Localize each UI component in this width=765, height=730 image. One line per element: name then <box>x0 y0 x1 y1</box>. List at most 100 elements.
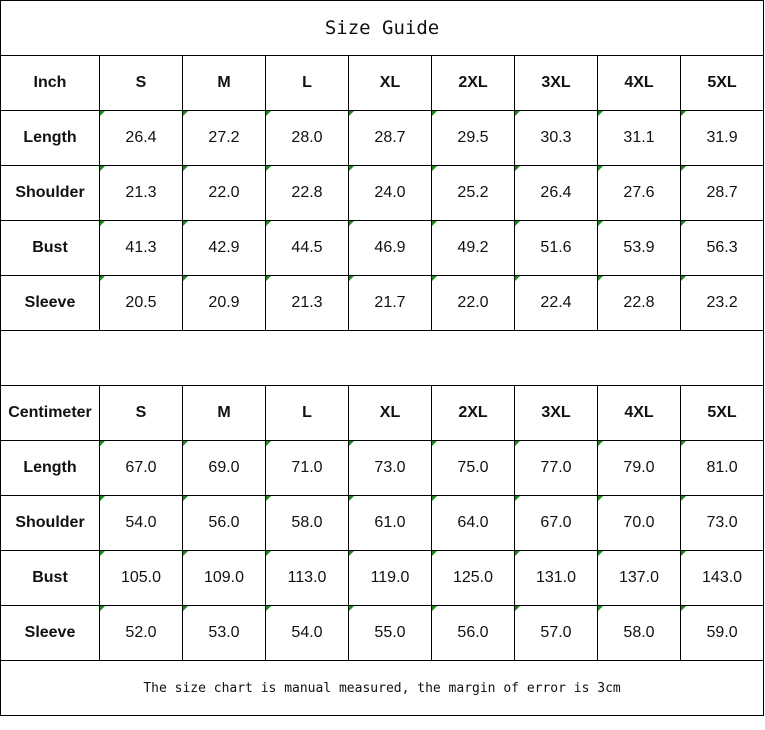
measurement-label: Sleeve <box>0 275 100 331</box>
footnote: The size chart is manual measured, the m… <box>0 660 765 716</box>
size-header: S <box>99 55 183 111</box>
measurement-value: 53.9 <box>597 220 681 276</box>
measurement-value: 113.0 <box>265 550 349 606</box>
size-header: 3XL <box>514 385 598 441</box>
measurement-value: 22.0 <box>182 165 266 221</box>
measurement-value: 25.2 <box>431 165 515 221</box>
measurement-value: 26.4 <box>99 110 183 166</box>
measurement-value: 70.0 <box>597 495 681 551</box>
size-header: 5XL <box>679 55 765 111</box>
size-header: 4XL <box>597 385 681 441</box>
measurement-value: 69.0 <box>182 440 266 496</box>
measurement-value: 143.0 <box>679 550 765 606</box>
measurement-value: 125.0 <box>431 550 515 606</box>
measurement-value: 31.1 <box>597 110 681 166</box>
measurement-value: 53.0 <box>182 605 266 661</box>
measurement-value: 44.5 <box>265 220 349 276</box>
measurement-label: Shoulder <box>0 165 100 221</box>
measurement-value: 79.0 <box>597 440 681 496</box>
measurement-value: 59.0 <box>679 605 765 661</box>
measurement-value: 42.9 <box>182 220 266 276</box>
title-row: Size Guide <box>0 0 765 56</box>
measurement-value: 56.3 <box>679 220 765 276</box>
measurement-value: 24.0 <box>348 165 432 221</box>
measurement-value: 28.7 <box>348 110 432 166</box>
measurement-value: 20.5 <box>99 275 183 331</box>
measurement-value: 20.9 <box>182 275 266 331</box>
measurement-label: Sleeve <box>0 605 100 661</box>
measurement-value: 54.0 <box>265 605 349 661</box>
size-header: 2XL <box>431 385 515 441</box>
measurement-value: 67.0 <box>514 495 598 551</box>
measurement-label: Length <box>0 440 100 496</box>
spacer-cell <box>0 330 765 386</box>
measurement-value: 22.8 <box>597 275 681 331</box>
measurement-value: 30.3 <box>514 110 598 166</box>
measurement-value: 27.2 <box>182 110 266 166</box>
measurement-value: 23.2 <box>679 275 765 331</box>
size-header: XL <box>348 55 432 111</box>
measurement-value: 73.0 <box>679 495 765 551</box>
measurement-value: 51.6 <box>514 220 598 276</box>
size-header: 3XL <box>514 55 598 111</box>
measurement-label: Length <box>0 110 100 166</box>
measurement-value: 21.3 <box>99 165 183 221</box>
measurement-value: 131.0 <box>514 550 598 606</box>
measurement-value: 61.0 <box>348 495 432 551</box>
measurement-value: 58.0 <box>265 495 349 551</box>
measurement-value: 27.6 <box>597 165 681 221</box>
size-header: M <box>182 385 266 441</box>
table-row: Length 67.0 69.0 71.0 73.0 75.0 77.0 79.0 81.0 <box>0 440 765 496</box>
measurement-value: 21.7 <box>348 275 432 331</box>
spacer-row <box>0 330 765 386</box>
table-row: Bust 105.0 109.0 113.0 119.0 125.0 131.0 137.0 1… <box>0 550 765 606</box>
measurement-value: 22.8 <box>265 165 349 221</box>
measurement-value: 71.0 <box>265 440 349 496</box>
table-row: Length 26.4 27.2 28.0 28.7 29.5 30.3 31.1 31.9 <box>0 110 765 166</box>
measurement-value: 49.2 <box>431 220 515 276</box>
measurement-label: Shoulder <box>0 495 100 551</box>
measurement-value: 22.0 <box>431 275 515 331</box>
measurement-value: 26.4 <box>514 165 598 221</box>
header-row: Centimeter S M L XL 2XL 3XL 4XL 5XL <box>0 385 765 441</box>
measurement-value: 109.0 <box>182 550 266 606</box>
measurement-value: 28.0 <box>265 110 349 166</box>
size-header: 4XL <box>597 55 681 111</box>
table-row: Sleeve 52.0 53.0 54.0 55.0 56.0 57.0 58.0 59.0 <box>0 605 765 661</box>
measurement-value: 46.9 <box>348 220 432 276</box>
size-header: S <box>99 385 183 441</box>
unit-header: Centimeter <box>0 385 100 441</box>
measurement-value: 56.0 <box>431 605 515 661</box>
measurement-value: 73.0 <box>348 440 432 496</box>
measurement-value: 64.0 <box>431 495 515 551</box>
measurement-value: 56.0 <box>182 495 266 551</box>
measurement-value: 31.9 <box>679 110 765 166</box>
table-row: Bust 41.3 42.9 44.5 46.9 49.2 51.6 53.9 56.3 <box>0 220 765 276</box>
measurement-value: 55.0 <box>348 605 432 661</box>
measurement-value: 119.0 <box>348 550 432 606</box>
size-header: 2XL <box>431 55 515 111</box>
measurement-value: 105.0 <box>99 550 183 606</box>
table-row: Sleeve 20.5 20.9 21.3 21.7 22.0 22.4 22.8 23.2 <box>0 275 765 331</box>
table-row: Shoulder 54.0 56.0 58.0 61.0 64.0 67.0 70.0 73.0 <box>0 495 765 551</box>
measurement-value: 67.0 <box>99 440 183 496</box>
measurement-value: 28.7 <box>679 165 765 221</box>
measurement-value: 77.0 <box>514 440 598 496</box>
size-header: M <box>182 55 266 111</box>
measurement-value: 21.3 <box>265 275 349 331</box>
size-header: L <box>265 55 349 111</box>
size-header: 5XL <box>679 385 765 441</box>
measurement-value: 22.4 <box>514 275 598 331</box>
measurement-value: 75.0 <box>431 440 515 496</box>
size-header: L <box>265 385 349 441</box>
unit-header: Inch <box>0 55 100 111</box>
measurement-value: 29.5 <box>431 110 515 166</box>
size-header: XL <box>348 385 432 441</box>
measurement-value: 137.0 <box>597 550 681 606</box>
header-row: Inch S M L XL 2XL 3XL 4XL 5XL <box>0 55 765 111</box>
table-row: Shoulder 21.3 22.0 22.8 24.0 25.2 26.4 27.6 28.7 <box>0 165 765 221</box>
measurement-value: 54.0 <box>99 495 183 551</box>
page-title: Size Guide <box>0 0 765 56</box>
measurement-value: 57.0 <box>514 605 598 661</box>
